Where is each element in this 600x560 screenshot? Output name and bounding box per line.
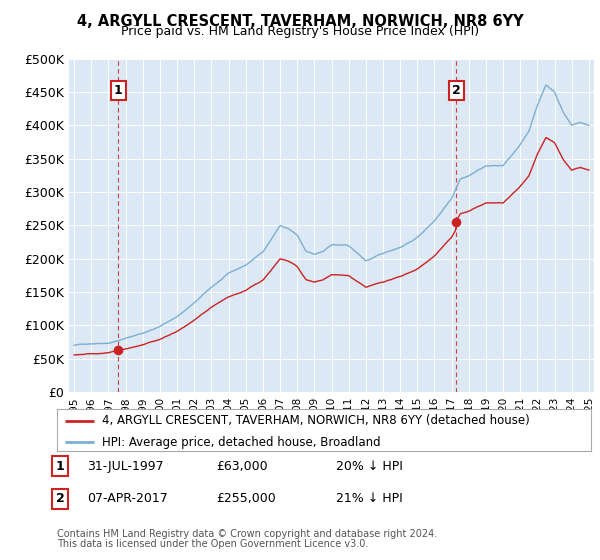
Text: £255,000: £255,000 (216, 492, 276, 506)
Text: 21% ↓ HPI: 21% ↓ HPI (336, 492, 403, 506)
Text: 4, ARGYLL CRESCENT, TAVERHAM, NORWICH, NR8 6YY (detached house): 4, ARGYLL CRESCENT, TAVERHAM, NORWICH, N… (103, 414, 530, 427)
Text: 4, ARGYLL CRESCENT, TAVERHAM, NORWICH, NR8 6YY: 4, ARGYLL CRESCENT, TAVERHAM, NORWICH, N… (77, 14, 523, 29)
Point (451, 218, 461, 227)
Text: 31-JUL-1997: 31-JUL-1997 (87, 460, 164, 473)
Text: 20% ↓ HPI: 20% ↓ HPI (336, 460, 403, 473)
Text: 2: 2 (452, 85, 461, 97)
Text: 1: 1 (114, 85, 123, 97)
Text: Price paid vs. HM Land Registry's House Price Index (HPI): Price paid vs. HM Land Registry's House … (121, 25, 479, 38)
Text: 2: 2 (56, 492, 64, 506)
Point (113, 346, 123, 354)
Text: HPI: Average price, detached house, Broadland: HPI: Average price, detached house, Broa… (103, 436, 381, 449)
Text: This data is licensed under the Open Government Licence v3.0.: This data is licensed under the Open Gov… (57, 539, 368, 549)
Text: 1: 1 (56, 460, 64, 473)
Text: 07-APR-2017: 07-APR-2017 (87, 492, 168, 506)
Text: Contains HM Land Registry data © Crown copyright and database right 2024.: Contains HM Land Registry data © Crown c… (57, 529, 437, 539)
Text: £63,000: £63,000 (216, 460, 268, 473)
